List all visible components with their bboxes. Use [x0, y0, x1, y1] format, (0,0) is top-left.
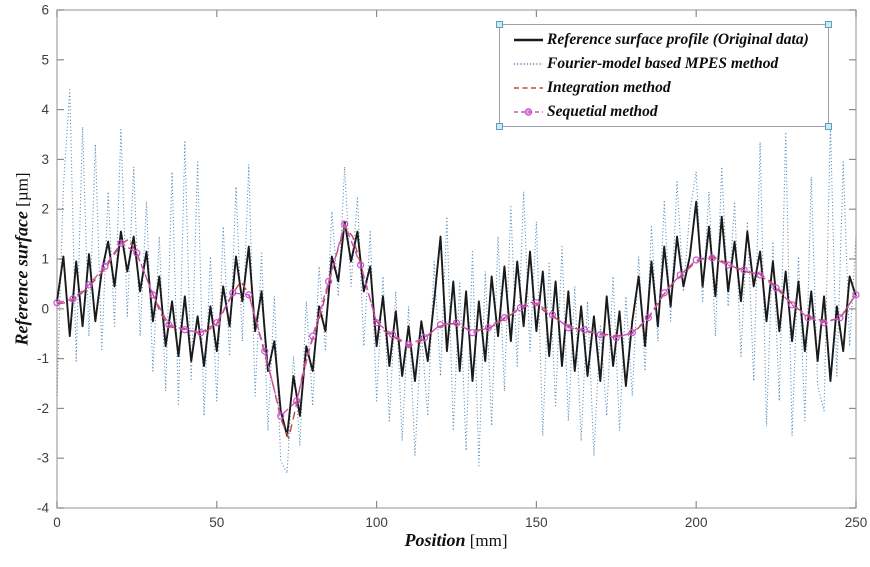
series-marker-3 [229, 289, 237, 297]
y-tick-label: -1 [37, 351, 49, 366]
selection-handle[interactable] [825, 21, 832, 28]
series-marker-3 [820, 319, 828, 327]
series-marker-3 [852, 291, 860, 299]
series-marker-3 [373, 319, 381, 327]
series-marker-3 [708, 254, 716, 262]
legend-line-sample-icon [514, 87, 543, 89]
series-line-0 [56, 200, 857, 437]
y-tick-label: -3 [37, 451, 49, 466]
series-marker-3 [436, 321, 445, 329]
series-marker-3 [213, 319, 221, 327]
series-marker-3 [740, 266, 748, 274]
series-marker-3 [596, 331, 604, 339]
legend-entry-label: Sequetial method [547, 103, 658, 120]
legend-entry-sequetial: Sequetial method [513, 100, 828, 124]
series-marker-3 [341, 220, 349, 228]
legend-entry-label: Fourier-model based MPES method [547, 55, 779, 72]
series-marker-3 [516, 304, 525, 312]
legend-entry-fourier: Fourier-model based MPES method [513, 52, 828, 76]
series-marker-3 [69, 295, 77, 303]
series-marker-3 [660, 289, 668, 297]
y-axis-label-main: Reference surface [11, 211, 32, 346]
y-tick-label: -4 [37, 501, 49, 516]
series-marker-3 [293, 397, 301, 405]
y-tick-label: 4 [41, 102, 49, 117]
legend-line-sample-icon [514, 38, 543, 42]
y-axis-label-unit: [µm] [12, 172, 32, 212]
series-marker-3 [788, 301, 796, 309]
series-marker-3 [388, 331, 397, 339]
series-marker-3 [612, 334, 620, 342]
series-marker-3 [197, 329, 205, 337]
series-marker-3 [692, 256, 700, 264]
series-line-1 [56, 89, 857, 474]
series-marker-3 [117, 239, 125, 247]
series-marker-3 [245, 291, 253, 299]
series-line-2 [56, 225, 857, 439]
series-marker-3 [836, 314, 844, 322]
series-marker-3 [484, 324, 493, 332]
y-tick-label: 0 [41, 301, 49, 316]
selection-handle[interactable] [496, 123, 503, 130]
y-axis-label: Reference surface [µm] [12, 172, 33, 345]
y-tick-label: 5 [41, 52, 49, 67]
series-marker-3 [261, 347, 269, 355]
legend-entry-label: Reference surface profile (Original data… [547, 31, 809, 48]
x-axis-label-unit: [mm] [465, 531, 508, 550]
series-marker-3 [580, 326, 588, 334]
legend-entry-reference: Reference surface profile (Original data… [513, 28, 828, 52]
series-marker-3 [133, 249, 141, 257]
series-marker-3 [804, 314, 812, 322]
series-line-3 [56, 223, 857, 417]
series-marker-3 [165, 321, 173, 329]
legend-entry-label: Integration method [547, 79, 671, 96]
x-tick-label: 0 [53, 515, 61, 530]
series-marker-3 [452, 319, 461, 327]
series-marker-3 [309, 332, 317, 340]
series-marker-3 [277, 412, 285, 420]
series-marker-3 [420, 334, 429, 342]
series-marker-3 [564, 324, 572, 332]
series-marker-3 [357, 261, 365, 269]
series-marker-3 [181, 326, 189, 334]
legend-entry-integration: Integration method [513, 76, 828, 100]
x-tick-label: 150 [525, 515, 548, 530]
series-marker-3 [724, 261, 732, 269]
series-marker-3 [468, 329, 477, 337]
selection-handle[interactable] [496, 21, 503, 28]
series-marker-3 [404, 341, 413, 349]
series-marker-3 [149, 291, 157, 299]
series-marker-3 [772, 284, 780, 292]
x-tick-label: 100 [365, 515, 388, 530]
x-axis-label: Position [mm] [404, 530, 507, 551]
y-tick-label: 3 [41, 152, 49, 167]
x-tick-label: 50 [209, 515, 224, 530]
y-tick-label: 6 [41, 3, 49, 18]
series-marker-3 [532, 299, 541, 307]
series-marker-3 [548, 311, 556, 319]
series-marker-3 [756, 271, 764, 279]
y-tick-label: 2 [41, 202, 49, 217]
legend-line-sample-icon [514, 108, 543, 116]
y-tick-label: -2 [37, 401, 49, 416]
series-marker-3 [101, 262, 109, 271]
x-tick-label: 200 [685, 515, 708, 530]
selection-handle[interactable] [825, 123, 832, 130]
series-marker-3 [628, 329, 636, 337]
series-marker-3 [676, 271, 684, 279]
series-marker-3 [325, 277, 333, 286]
series-marker-3 [644, 314, 652, 322]
x-tick-label: 250 [845, 515, 868, 530]
legend[interactable]: Reference surface profile (Original data… [496, 21, 832, 130]
y-tick-label: 1 [41, 252, 49, 267]
series-marker-3 [500, 314, 509, 322]
x-axis-label-main: Position [404, 530, 466, 550]
series-marker-3 [53, 299, 61, 307]
legend-line-sample-icon [514, 63, 543, 65]
series-marker-3 [85, 281, 93, 289]
